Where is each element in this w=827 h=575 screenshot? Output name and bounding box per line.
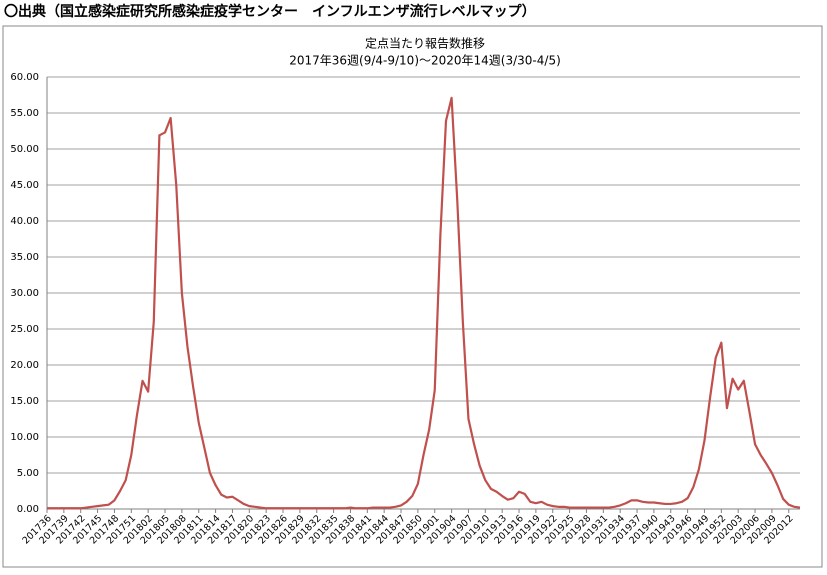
- y-tick-label: 20.00: [10, 360, 39, 371]
- chart-subtitle: 2017年36週(9/4-9/10)～2020年14週(3/30-4/5): [289, 54, 561, 68]
- y-tick-label: 10.00: [10, 432, 39, 443]
- source-header: 〇出典（国立感染症研究所感染症疫学センター インフルエンザ流行レベルマップ）: [4, 3, 536, 20]
- y-tick-label: 35.00: [10, 252, 39, 263]
- y-tick-label: 30.00: [10, 288, 39, 299]
- chart-frame: [2, 25, 823, 568]
- chart-title: 定点当たり報告数推移: [365, 36, 485, 51]
- y-tick-label: 0.00: [17, 504, 39, 515]
- y-tick-label: 50.00: [10, 144, 39, 155]
- y-tick-label: 15.00: [10, 396, 39, 407]
- y-tick-label: 60.00: [10, 72, 39, 83]
- y-tick-label: 25.00: [10, 324, 39, 335]
- y-tick-label: 45.00: [10, 180, 39, 191]
- y-tick-label: 5.00: [17, 468, 39, 479]
- y-tick-label: 40.00: [10, 216, 39, 227]
- y-tick-label: 55.00: [10, 108, 39, 119]
- data-line: [47, 96, 801, 510]
